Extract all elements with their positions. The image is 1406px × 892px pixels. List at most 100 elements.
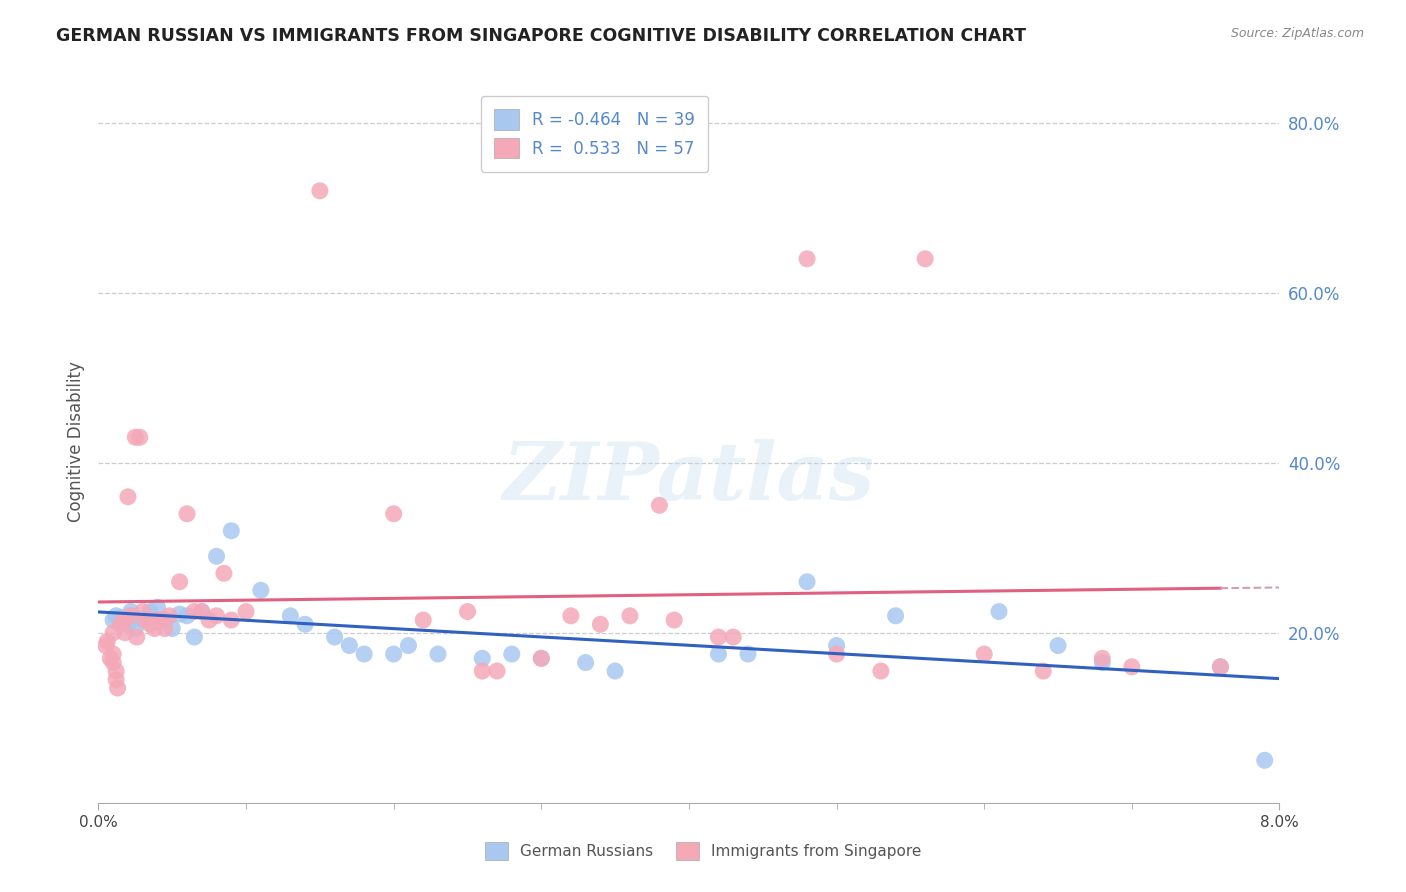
Point	[486, 664, 509, 678]
Text: ZIPatlas: ZIPatlas	[503, 439, 875, 516]
Point	[1254, 753, 1277, 767]
Point	[124, 430, 146, 444]
Point	[737, 647, 759, 661]
Point	[110, 617, 132, 632]
Point	[1121, 660, 1143, 674]
Text: Source: ZipAtlas.com: Source: ZipAtlas.com	[1230, 27, 1364, 40]
Point	[398, 639, 420, 653]
Point	[973, 647, 995, 661]
Point	[221, 524, 243, 538]
Point	[212, 566, 235, 581]
Point	[471, 664, 494, 678]
Point	[169, 607, 191, 621]
Point	[107, 681, 129, 695]
Point	[96, 634, 118, 648]
Point	[153, 622, 176, 636]
Point	[427, 647, 450, 661]
Point	[323, 630, 346, 644]
Point	[146, 600, 169, 615]
Point	[183, 630, 205, 644]
Point	[103, 656, 125, 670]
Point	[589, 617, 612, 632]
Point	[105, 664, 128, 678]
Point	[149, 613, 172, 627]
Point	[191, 605, 214, 619]
Point	[723, 630, 745, 644]
Point	[707, 630, 730, 644]
Point	[605, 664, 627, 678]
Point	[128, 430, 150, 444]
Point	[98, 651, 121, 665]
Point	[339, 639, 361, 653]
Point	[707, 647, 730, 661]
Point	[280, 608, 302, 623]
Point	[250, 583, 273, 598]
Y-axis label: Cognitive Disability: Cognitive Disability	[66, 361, 84, 522]
Point	[619, 608, 641, 623]
Point	[132, 613, 155, 627]
Point	[1209, 660, 1232, 674]
Point	[153, 613, 176, 627]
Point	[796, 252, 818, 266]
Text: GERMAN RUSSIAN VS IMMIGRANTS FROM SINGAPORE COGNITIVE DISABILITY CORRELATION CHA: GERMAN RUSSIAN VS IMMIGRANTS FROM SINGAP…	[56, 27, 1026, 45]
Point	[139, 605, 162, 619]
Point	[105, 673, 128, 687]
Point	[870, 664, 893, 678]
Point	[157, 608, 180, 623]
Point	[1091, 656, 1114, 670]
Point	[412, 613, 434, 627]
Point	[103, 647, 125, 661]
Point	[124, 622, 146, 636]
Point	[135, 613, 157, 627]
Point	[120, 605, 142, 619]
Point	[117, 490, 139, 504]
Point	[169, 574, 191, 589]
Point	[309, 184, 332, 198]
Point	[105, 608, 128, 623]
Point	[1091, 651, 1114, 665]
Point	[382, 507, 405, 521]
Point	[143, 622, 166, 636]
Point	[382, 647, 405, 661]
Point	[221, 613, 243, 627]
Point	[112, 613, 135, 627]
Point	[139, 617, 162, 632]
Point	[914, 252, 936, 266]
Point	[560, 608, 582, 623]
Point	[501, 647, 523, 661]
Point	[471, 651, 494, 665]
Point	[1046, 639, 1070, 653]
Point	[664, 613, 686, 627]
Point	[120, 608, 142, 623]
Point	[103, 613, 125, 627]
Point	[146, 613, 169, 627]
Point	[530, 651, 553, 665]
Point	[575, 656, 598, 670]
Point	[94, 639, 117, 653]
Point	[1209, 660, 1232, 674]
Point	[125, 630, 148, 644]
Point	[162, 622, 183, 636]
Point	[1032, 664, 1054, 678]
Point	[198, 613, 221, 627]
Point	[117, 617, 139, 632]
Point	[183, 605, 205, 619]
Point	[530, 651, 553, 665]
Point	[884, 608, 907, 623]
Point	[825, 639, 848, 653]
Legend: R = -0.464   N = 39, R =  0.533   N = 57: R = -0.464 N = 39, R = 0.533 N = 57	[481, 95, 709, 171]
Point	[205, 549, 228, 564]
Point	[353, 647, 375, 661]
Point	[110, 610, 132, 624]
Point	[103, 625, 125, 640]
Point	[648, 498, 671, 512]
Point	[235, 605, 257, 619]
Point	[191, 605, 214, 619]
Point	[294, 617, 316, 632]
Point	[132, 605, 155, 619]
Point	[205, 608, 228, 623]
Point	[457, 605, 479, 619]
Legend: German Russians, Immigrants from Singapore: German Russians, Immigrants from Singapo…	[478, 836, 928, 866]
Point	[825, 647, 848, 661]
Point	[176, 507, 198, 521]
